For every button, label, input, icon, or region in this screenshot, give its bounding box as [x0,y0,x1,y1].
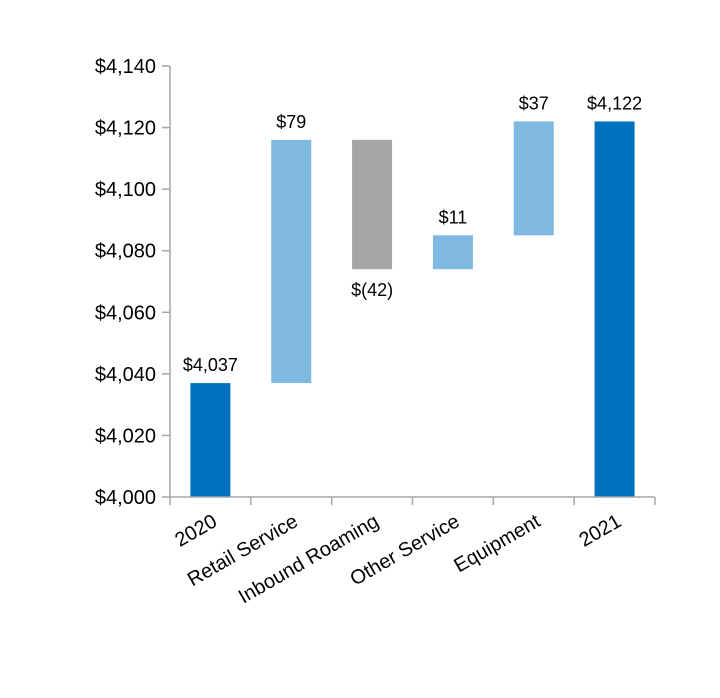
bars [190,121,635,498]
x-tick-label: 2020 [171,510,221,551]
x-tick-label: 2021 [576,510,626,551]
data-label: $4,037 [183,355,238,375]
y-tick-label: $4,000 [95,487,156,509]
y-tick-label: $4,100 [95,179,156,201]
data-label: $(42) [351,280,393,300]
y-tick-label: $4,040 [95,364,156,386]
y-tick-label: $4,060 [95,302,156,324]
data-label: $79 [276,112,306,132]
y-axis: $4,000 $4,020 $4,040 $4,060 $4,080 $4,100 $4,1… [95,56,171,509]
data-labels: $4,037 $79 $(42) $11 $37 $4,122 [183,93,642,375]
data-label: $37 [519,93,549,113]
bar-increase [271,139,312,384]
x-tick-label: Equipment [450,510,544,577]
data-label: $11 [439,207,468,227]
data-label: $4,122 [587,93,642,113]
bar-total [594,121,635,498]
bar-increase [432,235,473,270]
y-tick-label: $4,080 [95,241,156,263]
bar-decrease [352,139,393,270]
y-tick-label: $4,140 [95,56,156,78]
bar-increase [513,121,554,236]
x-tick-label: Inbound Roaming [235,510,383,608]
y-tick-label: $4,120 [95,118,156,140]
bar-total [190,383,231,497]
y-tick-label: $4,020 [95,425,156,447]
